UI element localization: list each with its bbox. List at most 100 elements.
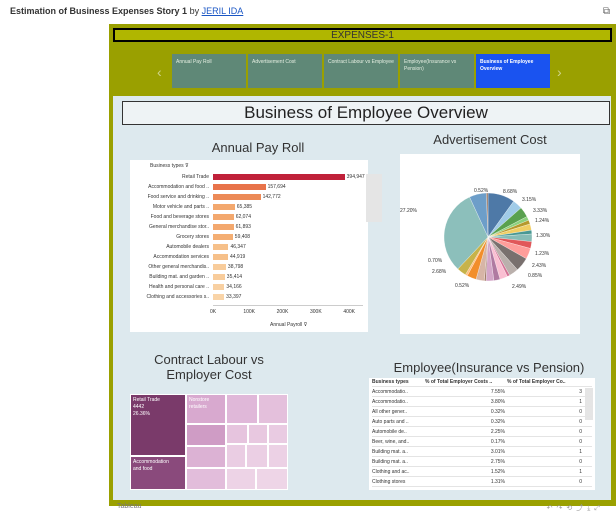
- contract-title-line1: Contract Labour vs: [154, 352, 264, 367]
- pie-slice[interactable]: [486, 192, 489, 238]
- payroll-bar-value: 62,074: [235, 214, 251, 220]
- treemap-cell[interactable]: [226, 394, 258, 424]
- employee-table[interactable]: Business types % of Total Employer Costs …: [369, 378, 595, 490]
- payroll-bar[interactable]: [213, 244, 229, 250]
- table-row[interactable]: Auto parts and .. 0.32% 0: [372, 418, 592, 427]
- treemap-cell[interactable]: [226, 444, 246, 468]
- share-icon[interactable]: ⤴: [576, 505, 588, 512]
- payroll-bar-row[interactable]: Food service and drinking .. 142,772: [130, 193, 368, 201]
- fullscreen-icon[interactable]: ⤢: [594, 505, 604, 512]
- payroll-bar-row[interactable]: Motor vehicle and parts .. 65,385: [130, 203, 368, 211]
- treemap-label-line1: Accommodation: [133, 459, 169, 465]
- tab-story-point[interactable]: Annual Pay Roll: [172, 54, 246, 88]
- table-row[interactable]: Beer, wine, and.. 0.17% 0: [372, 438, 592, 447]
- tab-story-point[interactable]: Employee(Insurance vs Pension): [400, 54, 474, 88]
- table-row[interactable]: Clothing and ac.. 1.52% 1: [372, 468, 592, 477]
- redo-icon[interactable]: ↷: [556, 505, 567, 512]
- table-cell: Beer, wine, and..: [372, 439, 410, 445]
- payroll-bar-row[interactable]: Grocery stores 59,408: [130, 233, 368, 241]
- table-cell: Auto parts and ..: [372, 419, 409, 425]
- treemap-cell[interactable]: [256, 468, 288, 490]
- payroll-bar[interactable]: [213, 274, 225, 280]
- download-icon[interactable]: ⤓: [587, 505, 595, 512]
- treemap-cell-retail-trade[interactable]: Retail Trade 4442 26.36%: [130, 394, 186, 456]
- table-row[interactable]: All other gener.. 0.32% 0: [372, 408, 592, 417]
- filter-icon[interactable]: ⊽: [185, 163, 189, 169]
- payroll-bar-row[interactable]: Accommodation services 44,919: [130, 253, 368, 261]
- author-link[interactable]: JERIL IDA: [201, 6, 244, 16]
- table-row[interactable]: Accommodatio.. 3.80% 1: [372, 398, 592, 407]
- payroll-bar[interactable]: [213, 184, 266, 190]
- payroll-bar[interactable]: [213, 194, 261, 200]
- treemap-cell-accommodation[interactable]: Accommodation and food: [130, 456, 186, 490]
- payroll-axis-tick: 300K: [310, 309, 322, 315]
- payroll-bar-value: 61,893: [235, 224, 251, 230]
- payroll-bar[interactable]: [213, 264, 226, 270]
- table-cell: 0.17%: [490, 439, 505, 445]
- table-cell: All other gener..: [372, 409, 408, 415]
- treemap-cell[interactable]: [268, 424, 288, 444]
- payroll-bar[interactable]: [213, 214, 234, 220]
- tab-story-point[interactable]: Contract Labour vs Employee: [324, 54, 398, 88]
- table-row[interactable]: Accommodatio.. 7.55% 3: [372, 388, 592, 397]
- share-icon[interactable]: ⧉: [602, 6, 610, 17]
- treemap-cell[interactable]: [246, 444, 268, 468]
- advertisement-pie-chart[interactable]: 0.52% 8.68% 3.15% 3.33% 1.24% 1.30% 1.23% 2.43%…: [400, 154, 580, 334]
- payroll-bar[interactable]: [213, 234, 233, 240]
- tableau-logo[interactable]: Tableau: [117, 503, 142, 510]
- pie-label: 0.70%: [428, 258, 443, 264]
- treemap-cell[interactable]: [268, 444, 288, 468]
- payroll-bar-row[interactable]: Automobile dealers 46,347: [130, 243, 368, 251]
- table-cell: 3.80%: [490, 399, 505, 405]
- payroll-bar-row[interactable]: Health and personal care .. 34,166: [130, 283, 368, 291]
- next-story-point-icon[interactable]: ›: [557, 64, 562, 80]
- treemap-cell[interactable]: [186, 468, 226, 490]
- payroll-bar[interactable]: [213, 294, 225, 300]
- axis-filter-icon[interactable]: ⊽: [303, 322, 308, 328]
- pie-slice[interactable]: [443, 196, 489, 270]
- treemap-cell[interactable]: [226, 468, 256, 490]
- payroll-bar-row[interactable]: Food and beverage stores 62,074: [130, 213, 368, 221]
- payroll-bar-label: Accommodation and food ..: [148, 184, 209, 190]
- treemap-cell-nonstore[interactable]: Nonstore retailers: [186, 394, 226, 424]
- contract-treemap[interactable]: Retail Trade 4442 26.36% Accommodation a…: [130, 394, 288, 490]
- payroll-bar-row[interactable]: Retail Trade 394,947: [130, 173, 368, 181]
- payroll-bar[interactable]: [213, 284, 225, 290]
- payroll-axis-tick: 200K: [276, 309, 289, 315]
- table-cell: 0.32%: [490, 409, 505, 415]
- pie-label: 2.68%: [432, 269, 447, 275]
- table-row[interactable]: Building mat. a.. 3.01% 1: [372, 448, 592, 457]
- table-row[interactable]: Building mat. a.. 2.75% 0: [372, 458, 592, 467]
- tab-story-point[interactable]: Advertisement Cost: [248, 54, 322, 88]
- payroll-bar-row[interactable]: Clothing and accessories s.. 33,397: [130, 293, 368, 301]
- table-cell: Building mat. a..: [372, 459, 408, 465]
- payroll-bar-row[interactable]: Other general merchandis.. 38,798: [130, 263, 368, 271]
- pie-label: 0.52%: [474, 188, 489, 194]
- treemap-cell[interactable]: [226, 424, 248, 444]
- undo-icon[interactable]: ↶: [546, 505, 557, 512]
- payroll-chart[interactable]: Business types ⊽ Annual Payroll ⊽ Retail…: [130, 160, 382, 332]
- treemap-cell[interactable]: [258, 394, 288, 424]
- tab-story-point[interactable]: Business of Employee Overview: [476, 54, 550, 88]
- treemap-cell[interactable]: [186, 424, 226, 446]
- employee-table-scrollbar[interactable]: [585, 388, 593, 420]
- treemap-cell-label: Accommodation and food: [131, 457, 171, 475]
- prev-story-point-icon[interactable]: ‹: [157, 64, 162, 80]
- story-name: Estimation of Business Expenses Story 1: [10, 6, 188, 16]
- payroll-bar-label: General merchandise stor..: [148, 224, 209, 230]
- table-row[interactable]: Clothing stores 1.31% 0: [372, 478, 592, 487]
- treemap-label-line1: Nonstore: [189, 397, 210, 403]
- table-row[interactable]: Automobile de.. 2.25% 0: [372, 428, 592, 437]
- treemap-cell[interactable]: [186, 446, 226, 468]
- payroll-bar[interactable]: [213, 204, 235, 210]
- payroll-scrollbar[interactable]: [366, 174, 382, 222]
- payroll-bar-row[interactable]: Accommodation and food .. 157,694: [130, 183, 368, 191]
- payroll-bar[interactable]: [213, 224, 234, 230]
- payroll-bar-row[interactable]: General merchandise stor.. 61,893: [130, 223, 368, 231]
- payroll-bar[interactable]: [213, 254, 228, 260]
- payroll-bar-row[interactable]: Building mat. and garden .. 35,414: [130, 273, 368, 281]
- payroll-bar[interactable]: [213, 174, 345, 180]
- revert-icon[interactable]: ⟲: [566, 505, 577, 512]
- payroll-bar-label: Grocery stores: [176, 234, 209, 240]
- treemap-cell[interactable]: [248, 424, 268, 444]
